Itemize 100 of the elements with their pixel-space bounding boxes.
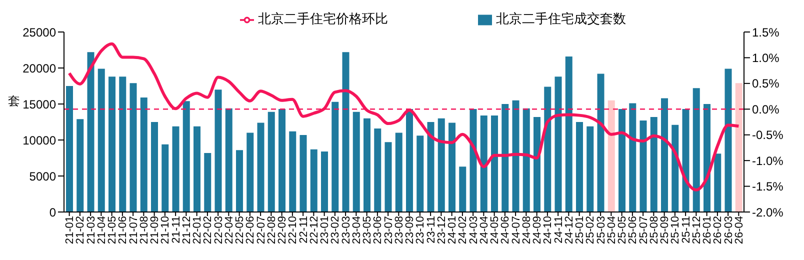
bar xyxy=(512,100,520,212)
bar xyxy=(182,101,190,212)
x-tick-label: 22-11 xyxy=(298,216,310,244)
x-tick-label: 24-12 xyxy=(563,216,576,244)
bar xyxy=(618,109,626,212)
y2-tick-label: 0.5% xyxy=(752,76,780,91)
x-tick-label: 25-09 xyxy=(659,216,672,244)
y-tick-label: 10000 xyxy=(22,133,56,148)
x-tick-label: 25-07 xyxy=(638,216,650,244)
y-axis-title: 套 xyxy=(8,93,20,110)
bar xyxy=(714,154,722,212)
x-tick-label: 23-11 xyxy=(425,216,438,244)
x-tick-label: 23-07 xyxy=(382,216,395,244)
bar xyxy=(172,126,180,212)
bar xyxy=(66,86,73,212)
bar xyxy=(214,90,222,212)
bar xyxy=(448,122,456,212)
x-tick-label: 25-02 xyxy=(584,216,597,244)
bar xyxy=(544,86,552,212)
bar xyxy=(427,122,434,212)
bar xyxy=(735,83,742,212)
x-tick-label: 21-10 xyxy=(160,216,172,244)
bar xyxy=(576,122,583,212)
bar xyxy=(502,104,509,212)
y2-tick-label: -2.0% xyxy=(752,205,784,220)
x-tick-label: 21-04 xyxy=(96,216,108,244)
x-tick-label: 22-05 xyxy=(234,216,246,244)
bar xyxy=(565,56,572,212)
x-tick-label: 24-05 xyxy=(489,216,502,244)
bar xyxy=(87,52,94,212)
x-tick-label: 23-05 xyxy=(362,216,374,244)
x-tick-label: 25-12 xyxy=(690,216,703,244)
bar xyxy=(586,126,594,212)
y-tick-label: 5000 xyxy=(29,169,56,184)
x-tick-label: 23-09 xyxy=(404,216,416,244)
bar xyxy=(246,132,254,212)
x-tick-label: 24-08 xyxy=(520,216,533,244)
bar xyxy=(522,108,530,212)
bar xyxy=(310,149,318,212)
x-tick-label: 23-03 xyxy=(340,216,352,244)
bar xyxy=(352,112,360,212)
x-tick-label: 26-01 xyxy=(702,216,714,244)
x-tick-label: 26-04 xyxy=(733,216,746,244)
bar xyxy=(300,134,307,212)
x-tick-label: 23-02 xyxy=(330,216,342,244)
x-tick-label: 23-12 xyxy=(436,216,448,244)
x-tick-label: 23-10 xyxy=(414,216,427,244)
x-tick-label: 22-07 xyxy=(255,216,268,244)
x-tick-label: 22-09 xyxy=(276,216,289,244)
bar xyxy=(640,120,647,212)
x-tick-label: 23-06 xyxy=(372,216,384,244)
x-tick-label: 21-08 xyxy=(138,216,150,244)
x-tick-label: 24-04 xyxy=(478,216,490,244)
x-tick-label: 24-10 xyxy=(542,216,554,244)
bar xyxy=(608,100,615,212)
bar xyxy=(384,142,392,212)
bar xyxy=(692,88,700,212)
bar xyxy=(342,52,350,212)
x-tick-label: 21-09 xyxy=(149,216,162,244)
bar xyxy=(661,98,668,212)
bar xyxy=(130,83,137,212)
x-tick-label: 24-11 xyxy=(552,216,565,244)
x-tick-label: 25-01 xyxy=(574,216,586,244)
x-tick-label: 22-01 xyxy=(192,216,204,244)
bar xyxy=(395,132,402,212)
y2-tick-label: 1.5% xyxy=(752,25,780,40)
y-tick-label: 25000 xyxy=(22,25,56,40)
bar xyxy=(672,124,679,212)
x-tick-label: 25-06 xyxy=(627,216,640,244)
x-tick-label: 21-06 xyxy=(117,216,130,244)
x-tick-label: 25-03 xyxy=(595,216,608,244)
bar xyxy=(204,152,212,212)
x-tick-label: 25-04 xyxy=(606,216,618,244)
bar xyxy=(629,103,636,212)
x-tick-label: 22-10 xyxy=(287,216,300,244)
x-tick-label: 22-02 xyxy=(202,216,214,244)
x-tick-label: 24-06 xyxy=(500,216,512,244)
line-series xyxy=(68,42,740,192)
x-tick-label: 21-01 xyxy=(64,216,76,244)
bar xyxy=(374,128,382,212)
bar xyxy=(140,98,148,212)
x-tick-label: 26-02 xyxy=(712,216,724,244)
bar xyxy=(278,109,286,212)
bar xyxy=(76,119,84,212)
x-tick-label: 21-11 xyxy=(170,216,182,244)
x-tick-label: 25-10 xyxy=(670,216,682,244)
bar xyxy=(491,116,498,212)
bar xyxy=(724,68,732,212)
bar xyxy=(162,144,169,212)
x-tick-label: 22-04 xyxy=(223,216,236,244)
x-tick-label: 22-12 xyxy=(308,216,320,244)
bar xyxy=(98,68,105,212)
bar xyxy=(236,150,243,212)
bar xyxy=(289,131,296,212)
x-tick-label: 25-05 xyxy=(616,216,629,244)
legend-label: 北京二手住宅成交套数 xyxy=(496,11,626,26)
bar xyxy=(225,108,232,212)
x-tick-label: 24-09 xyxy=(532,216,544,244)
bar xyxy=(554,76,562,212)
bar xyxy=(151,122,158,212)
